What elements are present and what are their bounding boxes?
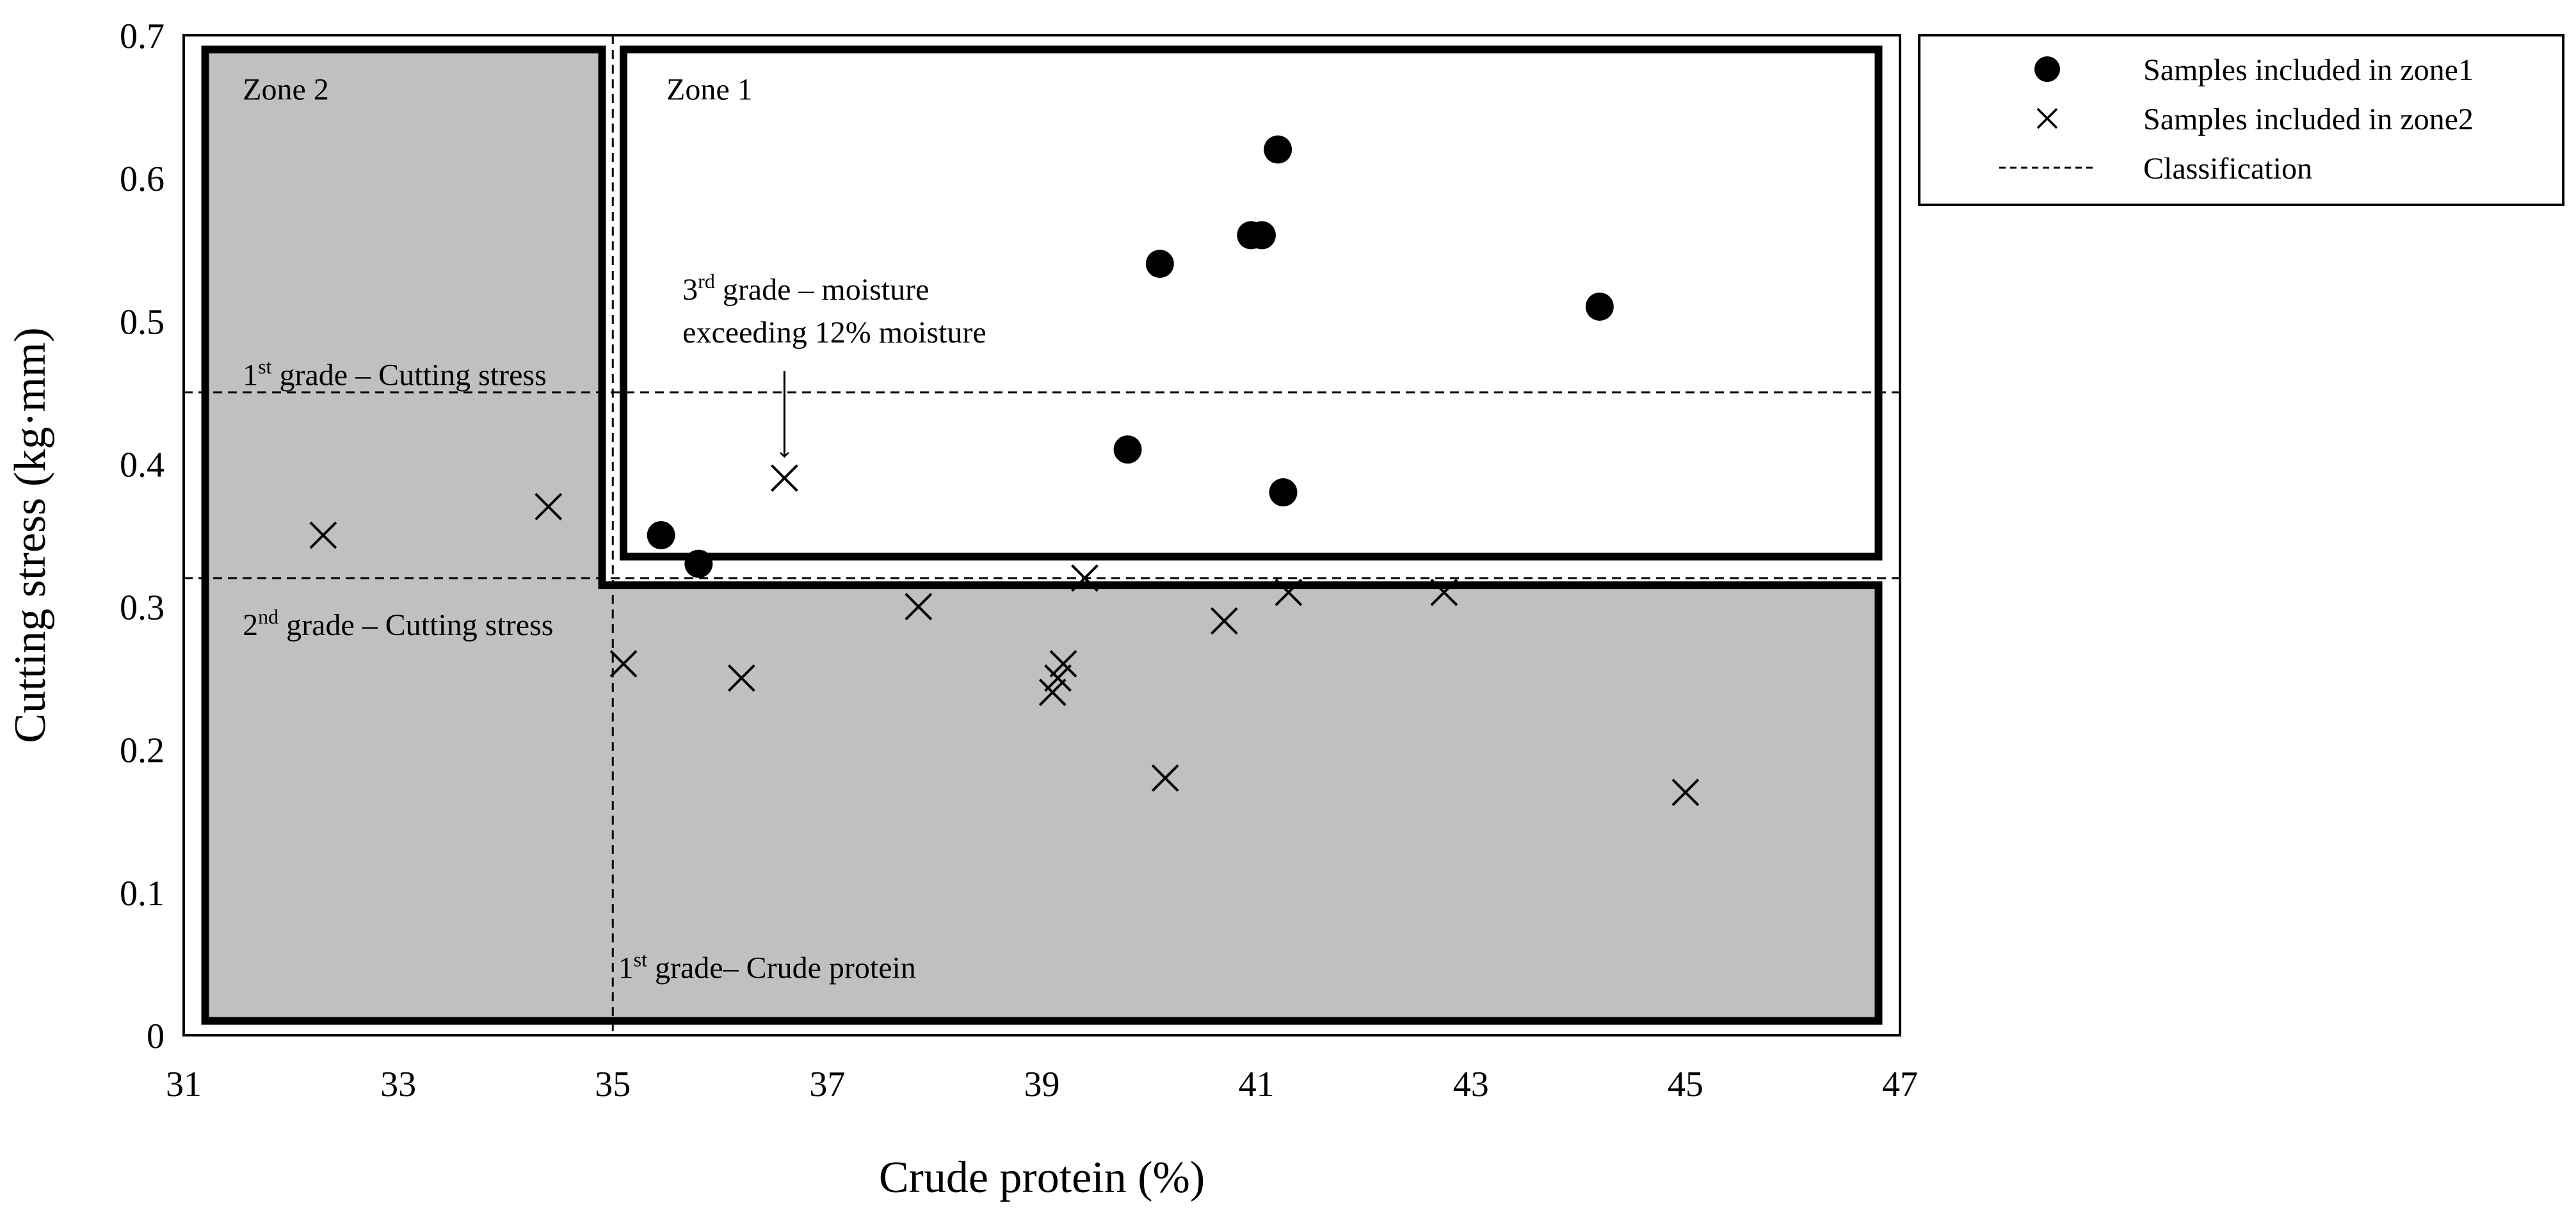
plot-area-frame (182, 34, 1901, 1037)
legend-marker-zone2 (2036, 108, 2058, 129)
y-tick-label: 0.4 (120, 445, 165, 485)
zone1-point (1113, 435, 1142, 464)
zone1-point (1264, 135, 1292, 164)
legend-label: Classification (2143, 152, 2312, 186)
legend-label: Samples included in zone1 (2143, 53, 2474, 87)
x-tick-label: 43 (1453, 1065, 1489, 1104)
y-tick-label: 0 (147, 1017, 165, 1056)
first-grade-cutting-stress-label: 1st grade – Cutting stress (243, 355, 547, 392)
y-tick-label: 0.5 (120, 302, 165, 342)
first-grade-crude-protein-label: 1st grade– Crude protein (618, 948, 916, 985)
classification-lines (184, 35, 1900, 1035)
zone-1-area (620, 45, 1883, 561)
zone2-point (1151, 764, 1179, 792)
zone-1-label: Zone 1 (666, 72, 753, 106)
zone2-point (770, 464, 798, 492)
zone2-point (1049, 650, 1077, 678)
zone2-point (1430, 578, 1458, 606)
y-tick-label: 0.3 (120, 588, 165, 628)
x-axis-ticks: 31 33 35 37 39 41 43 45 47 (166, 1065, 1918, 1104)
zone-2-area (201, 45, 1883, 1025)
zone2-point (1210, 607, 1238, 635)
zone1-point (1585, 292, 1614, 321)
x-tick-label: 39 (1024, 1065, 1060, 1104)
zone2-point (309, 521, 337, 549)
legend-marker-zone1 (2034, 56, 2060, 82)
x-tick-label: 33 (380, 1065, 416, 1104)
zone1-point (1145, 250, 1174, 278)
legend-box (1918, 34, 2564, 206)
zone2-point (1671, 778, 1700, 807)
y-axis-title: Cutting stress (kg·mm) (6, 327, 55, 743)
zone1-point (1248, 221, 1276, 250)
zone1-point (647, 521, 675, 549)
series-zone1 (647, 135, 1614, 578)
zones-layer: Zone 2 Zone 1 (201, 45, 1883, 1025)
series-zone2 (309, 464, 1700, 807)
legend: Samples included in zone1 Samples include… (1918, 34, 2564, 206)
y-tick-label: 0.2 (120, 731, 165, 771)
second-grade-cutting-stress-label: 2nd grade – Cutting stress (243, 605, 553, 642)
zone2-point (535, 492, 563, 520)
y-axis-ticks: 0 0.1 0.2 0.3 0.4 0.5 0.6 0.7 (120, 17, 165, 1056)
zone2-point (1275, 578, 1303, 606)
x-axis-title: Crude protein (%) (879, 1153, 1205, 1202)
y-tick-label: 0.7 (120, 17, 165, 56)
zone1-point (684, 549, 713, 578)
y-tick-label: 0.1 (120, 874, 165, 914)
x-tick-label: 41 (1239, 1065, 1275, 1104)
third-grade-moisture-label-line2: exceeding 12% moisture (682, 316, 986, 350)
x-tick-label: 37 (809, 1065, 845, 1104)
zone2-point (905, 593, 933, 620)
third-grade-moisture-label: 3rd grade – moisture (682, 270, 929, 307)
zone2-point (1071, 564, 1099, 592)
zone2-point (1044, 664, 1072, 692)
zone-2-label: Zone 2 (243, 72, 329, 106)
zone1-point (1269, 478, 1298, 507)
x-tick-label: 47 (1882, 1065, 1918, 1104)
zone2-point (1038, 679, 1067, 706)
zone2-point (727, 664, 755, 692)
legend-label: Samples included in zone2 (2143, 102, 2474, 136)
grade-annotations: 1st grade – Cutting stress 2nd grade – C… (243, 270, 986, 985)
zone2-point (609, 650, 638, 678)
x-tick-label: 45 (1668, 1065, 1703, 1104)
x-tick-label: 31 (166, 1065, 202, 1104)
y-tick-label: 0.6 (120, 159, 165, 199)
x-tick-label: 35 (595, 1065, 631, 1104)
